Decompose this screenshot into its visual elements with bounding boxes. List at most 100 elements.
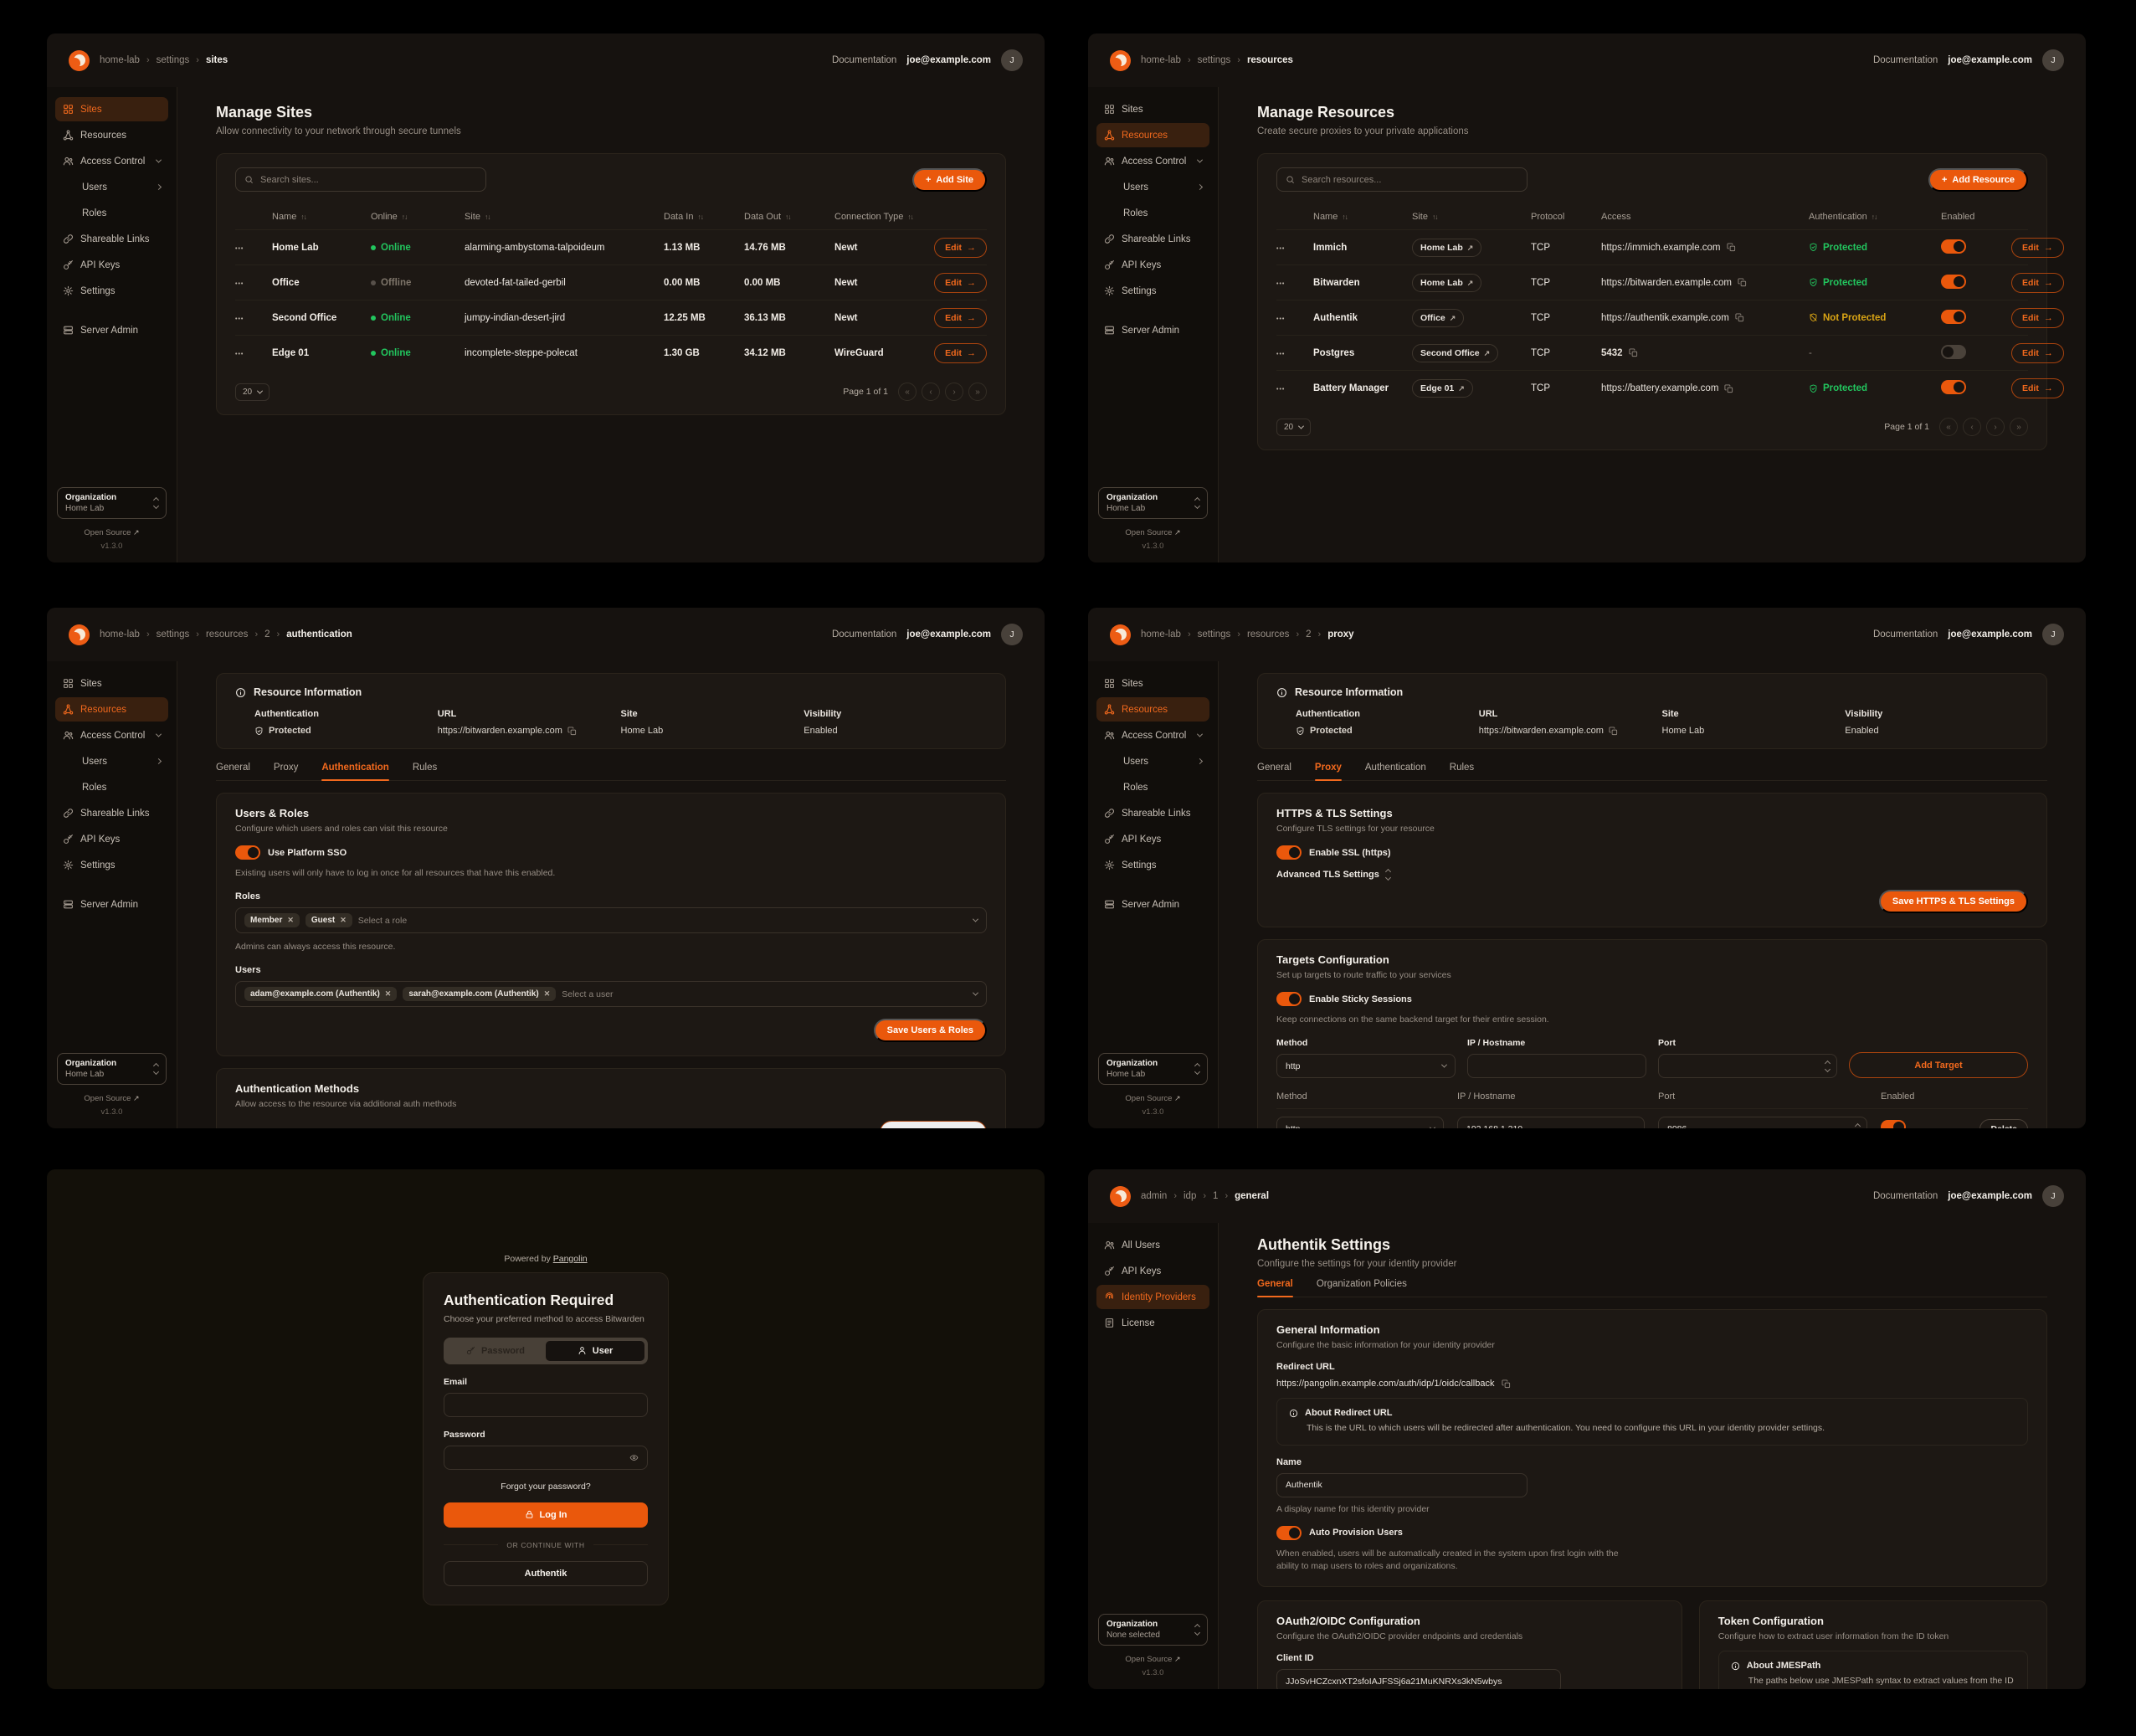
sidebar-item-server-admin[interactable]: Server Admin [1096,892,1209,917]
prev-page-button[interactable] [922,383,940,401]
sidebar-item-access-control[interactable]: Access Control [55,723,168,747]
column-header-name[interactable]: Name [272,212,371,222]
pangolin-logo-icon[interactable] [1110,1185,1131,1207]
ip-hostname-input[interactable] [1467,1054,1646,1079]
organization-selector[interactable]: Organization Home Lab [57,1053,167,1085]
user-email[interactable]: joe@example.com [906,629,991,639]
next-page-button[interactable] [945,383,963,401]
sticky-sessions-toggle[interactable] [1276,992,1302,1006]
organization-selector[interactable]: Organization Home Lab [1098,1053,1208,1085]
delete-target-button[interactable]: Delete [1979,1118,2028,1128]
column-header-site[interactable]: Site [1412,212,1531,222]
remove-icon[interactable] [340,916,347,925]
sidebar-item-resources[interactable]: Resources [55,697,168,722]
tab-organization-policies[interactable]: Organization Policies [1316,1279,1407,1289]
column-header-data-in[interactable]: Data In [664,212,744,222]
sidebar-item-settings[interactable]: Settings [1096,853,1209,877]
port-input[interactable] [1658,1117,1867,1128]
documentation-link[interactable]: Documentation [1872,55,1938,65]
sidebar-item-access-control[interactable]: Access Control [55,149,168,173]
add-resource-button[interactable]: Add Resource [1928,167,2028,192]
breadcrumb-item[interactable]: settings [156,629,190,639]
open-source-link[interactable]: Open Source [1098,528,1208,537]
row-menu-icon[interactable] [1276,243,1313,253]
enabled-toggle[interactable] [1941,380,1966,394]
sidebar-item-identity-providers[interactable]: Identity Providers [1096,1285,1209,1309]
pangolin-link[interactable]: Pangolin [552,1253,588,1264]
breadcrumb-item[interactable]: resources [1246,629,1290,639]
method-select[interactable]: http [1276,1054,1456,1079]
first-page-button[interactable] [1939,418,1958,436]
page-size-select[interactable]: 20 [1276,418,1312,436]
tab-general[interactable]: General [1257,1279,1293,1297]
breadcrumb-item[interactable]: settings [156,55,190,65]
breadcrumb-item[interactable]: home-lab [1141,629,1181,639]
add-target-button[interactable]: Add Target [1849,1052,2028,1079]
save-users-roles-button[interactable]: Save Users & Roles [873,1019,987,1043]
copy-icon[interactable] [1738,278,1747,287]
site-link[interactable]: Edge 01 [1412,379,1473,398]
documentation-link[interactable]: Documentation [831,55,897,65]
avatar[interactable]: J [1001,624,1023,645]
row-menu-icon[interactable] [1276,313,1313,323]
copy-icon[interactable] [1735,313,1744,322]
number-spinner-icon[interactable] [1824,1060,1831,1072]
open-source-link[interactable]: Open Source [1098,1655,1208,1664]
pangolin-logo-icon[interactable] [69,624,90,645]
search-input[interactable] [1276,167,1528,192]
remove-icon[interactable] [287,916,294,925]
documentation-link[interactable]: Documentation [831,629,897,639]
column-header-site[interactable]: Site [465,212,664,222]
search-field[interactable] [260,174,477,185]
organization-selector[interactable]: Organization None selected [1098,1614,1208,1646]
edit-button[interactable]: Edit [934,343,987,363]
roles-multiselect[interactable]: Member Guest Select a role [235,907,987,934]
breadcrumb-item[interactable]: 2 [264,629,270,639]
tab-proxy[interactable]: Proxy [1314,763,1342,781]
sidebar-item-api-keys[interactable]: API Keys [55,253,168,277]
sidebar-item-roles[interactable]: Roles [55,775,168,799]
breadcrumb-item[interactable]: settings [1197,629,1231,639]
enabled-toggle[interactable] [1941,309,1966,324]
remove-password-button[interactable]: Remove Password [880,1121,987,1128]
copy-icon[interactable] [1609,727,1618,736]
next-page-button[interactable] [1986,418,2005,436]
sidebar-item-api-keys[interactable]: API Keys [1096,253,1209,277]
edit-button[interactable]: Edit [2011,342,2064,363]
sidebar-item-resources[interactable]: Resources [1096,123,1209,147]
sidebar-item-settings[interactable]: Settings [1096,279,1209,303]
sidebar-item-shareable-links[interactable]: Shareable Links [1096,227,1209,251]
sidebar-item-resources[interactable]: Resources [55,123,168,147]
column-header-data-out[interactable]: Data Out [744,212,834,222]
port-input[interactable] [1658,1054,1837,1079]
sidebar-item-sites[interactable]: Sites [55,671,168,696]
copy-icon[interactable] [1502,1379,1511,1389]
sidebar-item-users[interactable]: Users [55,749,168,773]
breadcrumb-item[interactable]: home-lab [100,629,140,639]
open-source-link[interactable]: Open Source [1098,1094,1208,1103]
advanced-tls-collapsible[interactable]: Advanced TLS Settings [1276,868,2028,881]
sidebar-item-users[interactable]: Users [1096,749,1209,773]
client-id-input[interactable] [1276,1669,1561,1689]
user-email[interactable]: joe@example.com [906,55,991,65]
target-enabled-toggle[interactable] [1881,1119,1906,1128]
tab-authentication[interactable]: Authentication [321,763,389,781]
auto-provision-toggle[interactable] [1276,1525,1302,1540]
site-link[interactable]: Home Lab [1412,238,1482,257]
avatar[interactable]: J [2042,49,2064,71]
save-https-tls-button[interactable]: Save HTTPS & TLS Settings [1878,890,2028,913]
breadcrumb-item[interactable]: 1 [1213,1191,1219,1201]
breadcrumb-item[interactable]: settings [1197,55,1231,65]
sidebar-item-sites[interactable]: Sites [1096,671,1209,696]
platform-sso-toggle[interactable] [235,845,260,860]
tab-general[interactable]: General [216,763,250,773]
column-header-name[interactable]: Name [1313,212,1412,222]
sidebar-item-sites[interactable]: Sites [1096,97,1209,121]
sidebar-item-settings[interactable]: Settings [55,279,168,303]
enabled-toggle[interactable] [1941,344,1966,359]
column-header-authentication[interactable]: Authentication [1809,212,1941,222]
sidebar-item-shareable-links[interactable]: Shareable Links [55,227,168,251]
edit-button[interactable]: Edit [934,307,987,328]
sidebar-item-access-control[interactable]: Access Control [1096,723,1209,747]
name-input[interactable] [1276,1472,1528,1497]
